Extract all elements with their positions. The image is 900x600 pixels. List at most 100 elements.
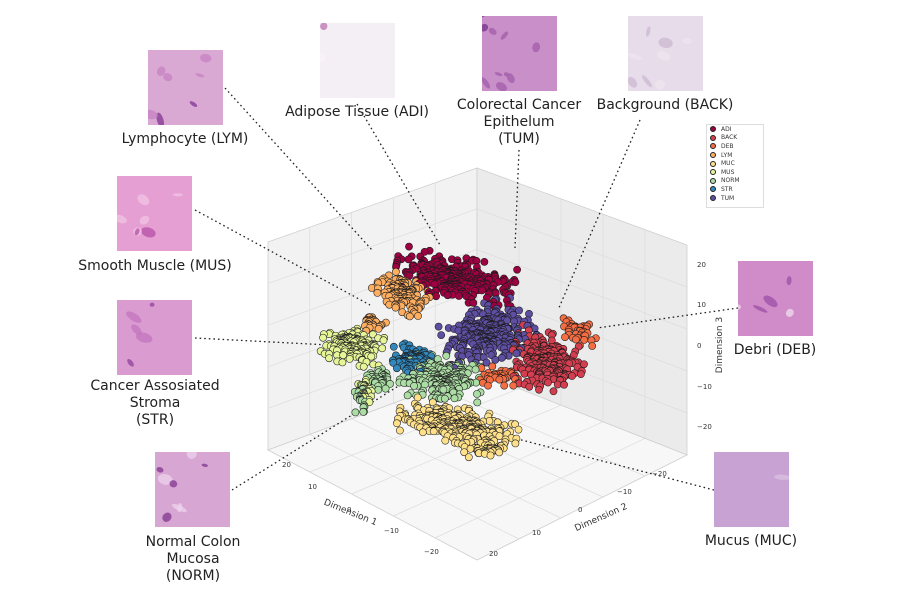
z-axis-title: Dimension 3: [715, 316, 726, 374]
leader-line-deb: [596, 307, 739, 329]
point-deb: [495, 375, 504, 384]
point-muc: [429, 427, 438, 436]
point-adi: [430, 280, 439, 289]
grid-line: [351, 404, 562, 495]
point-tum: [497, 354, 506, 362]
point-mus: [319, 333, 327, 342]
point-lym: [373, 289, 382, 297]
point-tum: [525, 310, 533, 318]
point-adi: [404, 255, 413, 264]
legend-label: ADI: [721, 125, 732, 133]
point-muc: [495, 448, 504, 457]
z-tick-label: −20: [697, 423, 712, 431]
point-back: [525, 382, 534, 391]
point-mus: [367, 352, 376, 361]
point-mus: [339, 351, 348, 360]
point-lym: [374, 324, 383, 333]
legend-item-mus: MUS: [707, 168, 763, 177]
point-norm: [359, 408, 368, 416]
point-muc: [441, 436, 450, 445]
point-norm: [403, 391, 412, 400]
y-tick-label: −20: [652, 470, 667, 478]
legend-swatch: [710, 177, 716, 184]
legend-label: DEB: [721, 142, 734, 150]
point-str: [389, 342, 398, 351]
point-tum: [437, 331, 446, 339]
point-adi: [513, 265, 521, 274]
point-norm: [471, 365, 480, 374]
point-lym: [392, 267, 400, 276]
point-deb: [484, 381, 492, 390]
grid-line: [351, 418, 562, 519]
y-tick-label: −10: [617, 488, 632, 496]
legend-label: TUM: [721, 194, 735, 202]
leader-line-norm: [231, 384, 401, 491]
legend-item-norm: NORM: [707, 177, 763, 186]
point-adi: [478, 286, 486, 295]
z-tick-label: 20: [697, 261, 706, 269]
legend-swatch: [710, 143, 716, 150]
legend-item-str: STR: [707, 185, 763, 194]
point-tum: [434, 322, 443, 331]
point-norm: [439, 385, 448, 394]
label-mus: Smooth Muscle (MUS): [78, 258, 232, 274]
thumbnail-back: [628, 16, 703, 91]
point-adi: [469, 299, 478, 307]
point-muc: [393, 419, 401, 428]
thumbnail-lym: [148, 50, 223, 125]
point-mus: [345, 355, 354, 363]
point-back: [560, 380, 568, 389]
point-str: [389, 359, 398, 367]
grid-line: [267, 208, 478, 284]
legend-swatch: [710, 134, 716, 141]
point-norm: [440, 394, 449, 403]
y-tick-label: 20: [489, 550, 498, 558]
legend-swatch: [710, 169, 716, 176]
legend-swatch: [710, 186, 716, 193]
legend-swatch: [710, 152, 716, 159]
point-back: [520, 369, 529, 378]
legend-swatch: [710, 160, 716, 167]
x-tick-label: −10: [384, 527, 399, 535]
point-adi: [432, 292, 440, 301]
legend-label: NORM: [721, 177, 740, 185]
point-mus: [379, 336, 388, 345]
point-muc: [419, 428, 427, 437]
point-mus: [378, 344, 387, 353]
grid-line: [435, 438, 646, 539]
point-back: [580, 360, 588, 369]
label-adi: Adipose Tissue (ADI): [285, 104, 429, 120]
legend-item-lym: LYM: [707, 151, 763, 160]
label-tum: Colorectal Cancer Epithelum (TUM): [456, 97, 582, 147]
point-norm: [442, 351, 451, 360]
point-muc: [514, 425, 523, 434]
point-back: [568, 372, 576, 380]
legend-label: MUS: [721, 168, 735, 176]
grid-line: [393, 421, 604, 517]
y-tick-label: 0: [578, 506, 583, 514]
point-adi: [455, 292, 463, 300]
point-lym: [414, 312, 422, 320]
leader-lines: [194, 87, 739, 491]
legend-item-muc: MUC: [707, 159, 763, 168]
x-tick-label: −20: [424, 548, 439, 556]
point-back: [544, 378, 552, 387]
legend-swatch: [710, 195, 716, 202]
point-back: [553, 380, 562, 389]
grid-line: [309, 388, 520, 473]
point-lym: [405, 312, 414, 321]
legend-item-deb: DEB: [707, 142, 763, 151]
point-back: [577, 370, 585, 378]
point-deb: [572, 335, 580, 344]
label-back: Background (BACK): [596, 97, 734, 113]
point-adi: [443, 291, 452, 300]
label-lym: Lymphocyte (LYM): [121, 131, 249, 147]
point-norm: [473, 390, 481, 398]
point-mus: [325, 354, 333, 363]
x-tick-label: 20: [282, 461, 291, 469]
legend: ADI BACK DEB LYM MUC MUS NORM STR TUM: [706, 124, 764, 208]
point-norm: [381, 384, 390, 393]
leader-line-muc: [509, 436, 715, 491]
x-tick-label: 10: [308, 483, 317, 491]
